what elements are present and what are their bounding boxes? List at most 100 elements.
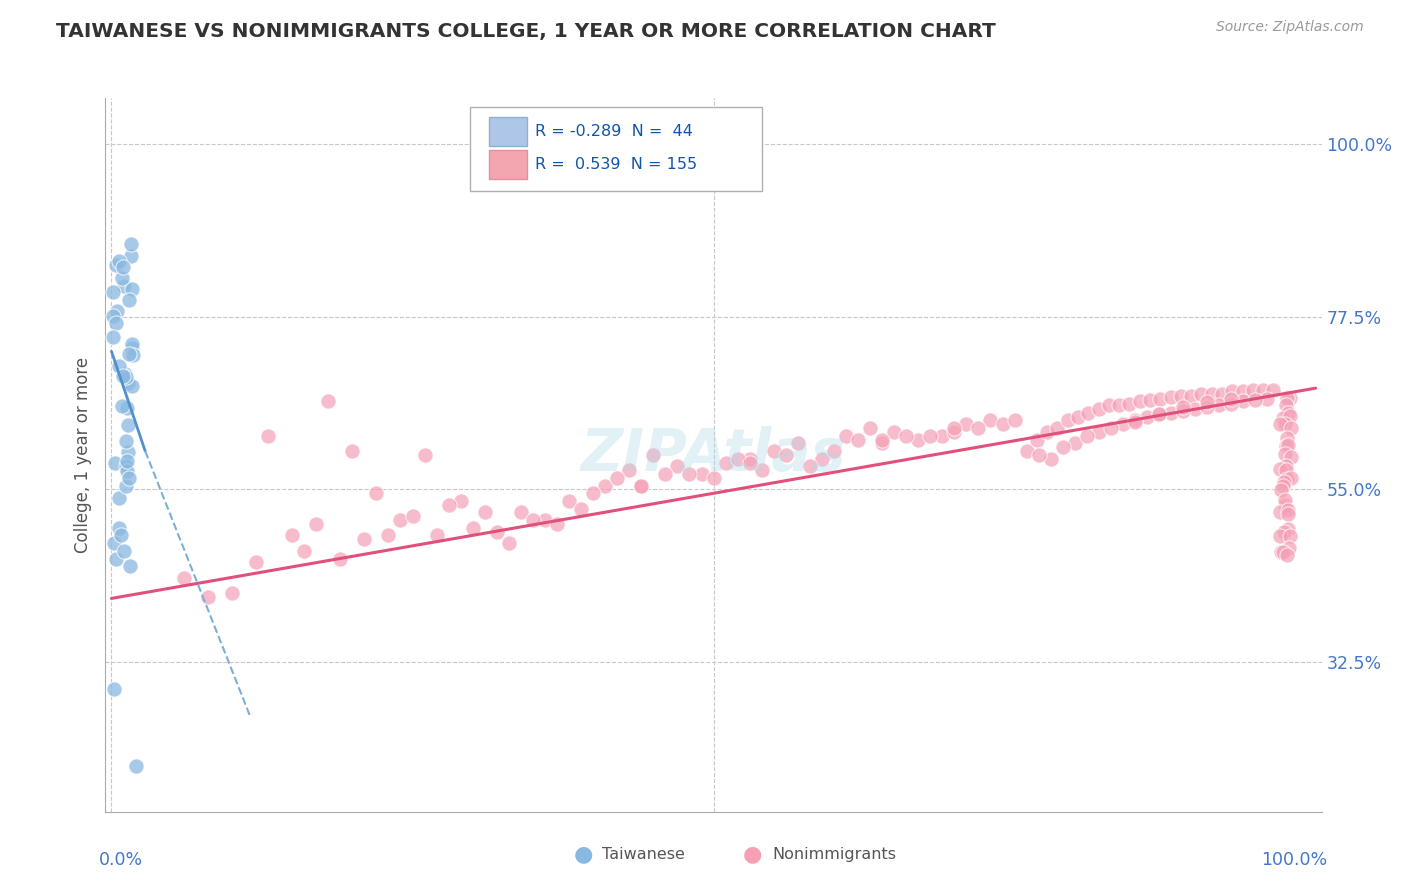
Point	[619, 463, 641, 477]
Point	[1004, 413, 1026, 427]
Point	[823, 444, 845, 458]
Point	[1173, 400, 1195, 414]
Point	[1056, 413, 1078, 427]
Point	[1098, 398, 1121, 412]
Point	[1275, 548, 1298, 562]
Point	[485, 524, 508, 539]
Point	[1112, 417, 1135, 432]
Point	[1274, 417, 1296, 432]
Point	[1067, 409, 1090, 424]
Point	[353, 533, 375, 547]
Point	[1028, 448, 1050, 462]
Point	[112, 368, 135, 383]
Text: ●: ●	[574, 845, 593, 864]
Point	[110, 528, 132, 542]
Point	[111, 400, 134, 414]
Point	[1015, 444, 1038, 458]
Point	[1220, 392, 1243, 406]
Point	[1160, 390, 1182, 404]
Point	[738, 456, 761, 470]
Point	[1201, 386, 1223, 401]
Point	[112, 279, 135, 293]
Point	[1197, 400, 1219, 414]
Text: Source: ZipAtlas.com: Source: ZipAtlas.com	[1216, 20, 1364, 34]
Point	[943, 421, 966, 435]
Point	[120, 249, 142, 263]
Point	[115, 479, 138, 493]
Point	[1270, 461, 1292, 475]
Point	[738, 451, 761, 466]
Point	[1268, 529, 1291, 543]
Point	[690, 467, 713, 482]
Text: ZIPAtlas: ZIPAtlas	[581, 426, 846, 483]
Point	[1279, 450, 1302, 465]
Point	[103, 285, 125, 299]
Point	[1256, 392, 1278, 406]
Point	[111, 260, 134, 274]
Point	[1063, 436, 1085, 450]
Point	[1139, 392, 1161, 407]
Point	[1279, 471, 1302, 485]
Point	[1046, 421, 1069, 435]
Point	[630, 478, 652, 492]
Point	[1123, 413, 1146, 427]
Point	[461, 521, 484, 535]
Point	[1170, 389, 1192, 403]
Y-axis label: College, 1 year or more: College, 1 year or more	[73, 357, 91, 553]
Text: Nonimmigrants: Nonimmigrants	[772, 847, 896, 862]
Point	[1197, 395, 1219, 409]
Point	[1118, 396, 1140, 410]
Point	[1232, 394, 1254, 409]
Point	[678, 467, 700, 482]
FancyBboxPatch shape	[488, 150, 527, 178]
Point	[111, 271, 134, 285]
Point	[1274, 475, 1296, 490]
Point	[786, 436, 808, 450]
Point	[1036, 425, 1059, 439]
Text: 100.0%: 100.0%	[1261, 851, 1327, 869]
Point	[859, 421, 882, 435]
Point	[1279, 421, 1302, 435]
Point	[1025, 433, 1047, 447]
Point	[1173, 404, 1195, 418]
Point	[389, 513, 412, 527]
Point	[107, 359, 129, 373]
Point	[1149, 392, 1171, 406]
Point	[870, 433, 893, 447]
Point	[121, 337, 143, 351]
Point	[1279, 409, 1302, 423]
Point	[221, 586, 243, 600]
Point	[1180, 389, 1202, 403]
Point	[1099, 421, 1122, 435]
Point	[292, 544, 315, 558]
Point	[558, 494, 581, 508]
Point	[654, 467, 676, 482]
Point	[1277, 503, 1299, 517]
Point	[115, 459, 138, 474]
Point	[1275, 472, 1298, 486]
Point	[509, 506, 531, 520]
Point	[121, 341, 143, 355]
Point	[1277, 507, 1299, 521]
Point	[1136, 409, 1159, 424]
Point	[666, 459, 689, 474]
Point	[630, 478, 652, 492]
Point	[114, 368, 136, 382]
Point	[316, 394, 339, 409]
Point	[1087, 401, 1109, 416]
Point	[118, 293, 141, 307]
Text: Taiwanese: Taiwanese	[602, 847, 685, 862]
Point	[1251, 383, 1274, 397]
Text: ●: ●	[742, 845, 762, 864]
Point	[1129, 394, 1152, 409]
Point	[401, 509, 423, 524]
Point	[1244, 393, 1267, 408]
Point	[1278, 391, 1301, 405]
Point	[197, 590, 219, 604]
Point	[1220, 396, 1243, 410]
Point	[1272, 545, 1295, 559]
Point	[1241, 384, 1264, 398]
Point	[1052, 440, 1074, 454]
Point	[305, 516, 328, 531]
Point	[835, 428, 858, 442]
